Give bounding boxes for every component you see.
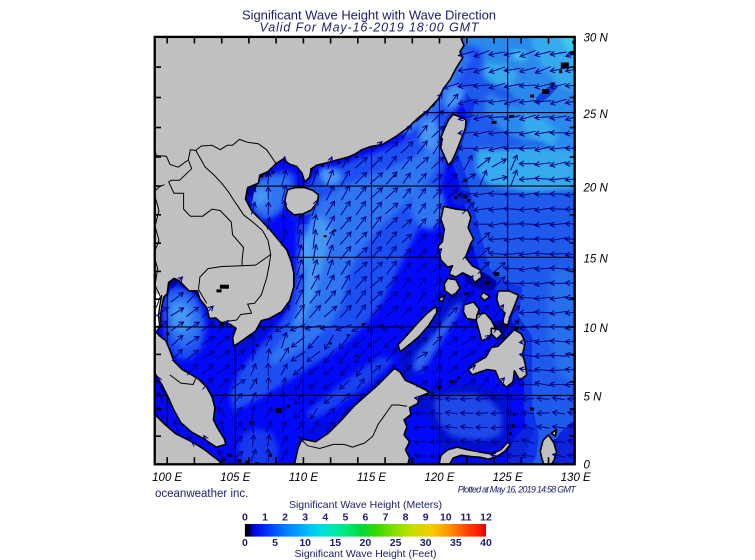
- svg-text:30 N: 30 N: [584, 32, 609, 44]
- svg-text:0: 0: [242, 512, 248, 524]
- svg-text:8: 8: [403, 512, 409, 524]
- svg-text:100 E: 100 E: [152, 472, 182, 484]
- svg-text:35: 35: [450, 537, 462, 549]
- svg-text:oceanweather inc.: oceanweather inc.: [155, 488, 248, 500]
- svg-text:2: 2: [282, 512, 288, 524]
- svg-text:12: 12: [480, 512, 492, 524]
- svg-text:5 N: 5 N: [584, 392, 603, 404]
- svg-text:11: 11: [460, 512, 471, 524]
- svg-text:5: 5: [272, 537, 278, 549]
- svg-text:15: 15: [329, 537, 341, 549]
- svg-text:25 N: 25 N: [583, 109, 609, 121]
- svg-text:5: 5: [342, 512, 348, 524]
- svg-text:20 N: 20 N: [583, 182, 609, 194]
- svg-text:4: 4: [322, 512, 328, 524]
- svg-text:0: 0: [584, 460, 591, 472]
- svg-text:3: 3: [302, 512, 308, 524]
- svg-text:Significant Wave Height with W: Significant Wave Height with Wave Direct…: [242, 8, 496, 23]
- svg-text:0: 0: [242, 537, 248, 549]
- svg-text:9: 9: [423, 512, 429, 524]
- svg-text:115 E: 115 E: [357, 472, 387, 484]
- svg-text:105 E: 105 E: [220, 472, 250, 484]
- svg-text:Plotted at May 16, 2019 14:58: Plotted at May 16, 2019 14:58 GMT: [458, 485, 578, 495]
- svg-text:130 E: 130 E: [561, 472, 591, 484]
- svg-text:20: 20: [360, 537, 372, 549]
- svg-text:40: 40: [480, 537, 492, 549]
- svg-text:Significant Wave Height (Feet): Significant Wave Height (Feet): [294, 548, 436, 560]
- svg-text:30: 30: [420, 537, 432, 549]
- svg-text:110 E: 110 E: [289, 472, 319, 484]
- svg-text:Valid For May-16-2019 18:00 GM: Valid For May-16-2019 18:00 GMT: [260, 21, 480, 35]
- svg-text:6: 6: [362, 512, 368, 524]
- svg-text:25: 25: [390, 537, 402, 549]
- svg-text:7: 7: [383, 512, 389, 524]
- svg-text:10: 10: [440, 512, 452, 524]
- svg-text:10: 10: [299, 537, 311, 549]
- svg-text:Significant Wave Height (Meter: Significant Wave Height (Meters): [289, 499, 442, 511]
- svg-text:10 N: 10 N: [584, 323, 609, 335]
- svg-text:15 N: 15 N: [584, 254, 609, 266]
- svg-text:125 E: 125 E: [493, 472, 523, 484]
- svg-text:1: 1: [262, 512, 268, 524]
- svg-text:120 E: 120 E: [424, 472, 454, 484]
